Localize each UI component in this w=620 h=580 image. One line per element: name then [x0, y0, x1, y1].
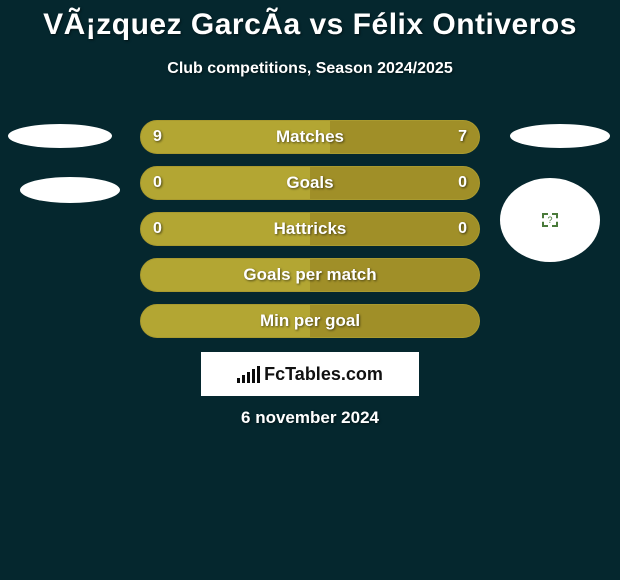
- stat-fill-right: [330, 121, 479, 153]
- stat-value-left: 0: [153, 174, 162, 192]
- stat-fill-right: [310, 167, 479, 199]
- stat-value-left: 9: [153, 128, 162, 146]
- stat-value-right: 7: [458, 128, 467, 146]
- stat-label: Hattricks: [274, 219, 347, 239]
- stat-row-goals: 0 Goals 0: [140, 166, 480, 200]
- stat-label: Goals per match: [243, 265, 376, 285]
- stat-value-right: 0: [458, 220, 467, 238]
- stat-label: Matches: [276, 127, 344, 147]
- stat-row-matches: 9 Matches 7: [140, 120, 480, 154]
- stat-label: Min per goal: [260, 311, 360, 331]
- brand-bars-icon: [237, 365, 260, 383]
- brand-link[interactable]: FcTables.com: [201, 352, 419, 396]
- brand-text: FcTables.com: [264, 364, 383, 385]
- stat-fill-left: [141, 167, 310, 199]
- footer-date: 6 november 2024: [0, 408, 620, 428]
- page-title: VÃ¡zquez GarcÃ­a vs Félix Ontiveros: [0, 0, 620, 42]
- page-subtitle: Club competitions, Season 2024/2025: [0, 60, 620, 78]
- stat-value-right: 0: [458, 174, 467, 192]
- stat-rows: 9 Matches 7 0 Goals 0 0 Hattricks 0 Goal…: [0, 120, 620, 338]
- stat-row-hattricks: 0 Hattricks 0: [140, 212, 480, 246]
- stat-label: Goals: [286, 173, 333, 193]
- comparison-infographic: VÃ¡zquez GarcÃ­a vs Félix Ontiveros Club…: [0, 0, 620, 580]
- stat-value-left: 0: [153, 220, 162, 238]
- stat-row-goals-per-match: Goals per match: [140, 258, 480, 292]
- stat-row-min-per-goal: Min per goal: [140, 304, 480, 338]
